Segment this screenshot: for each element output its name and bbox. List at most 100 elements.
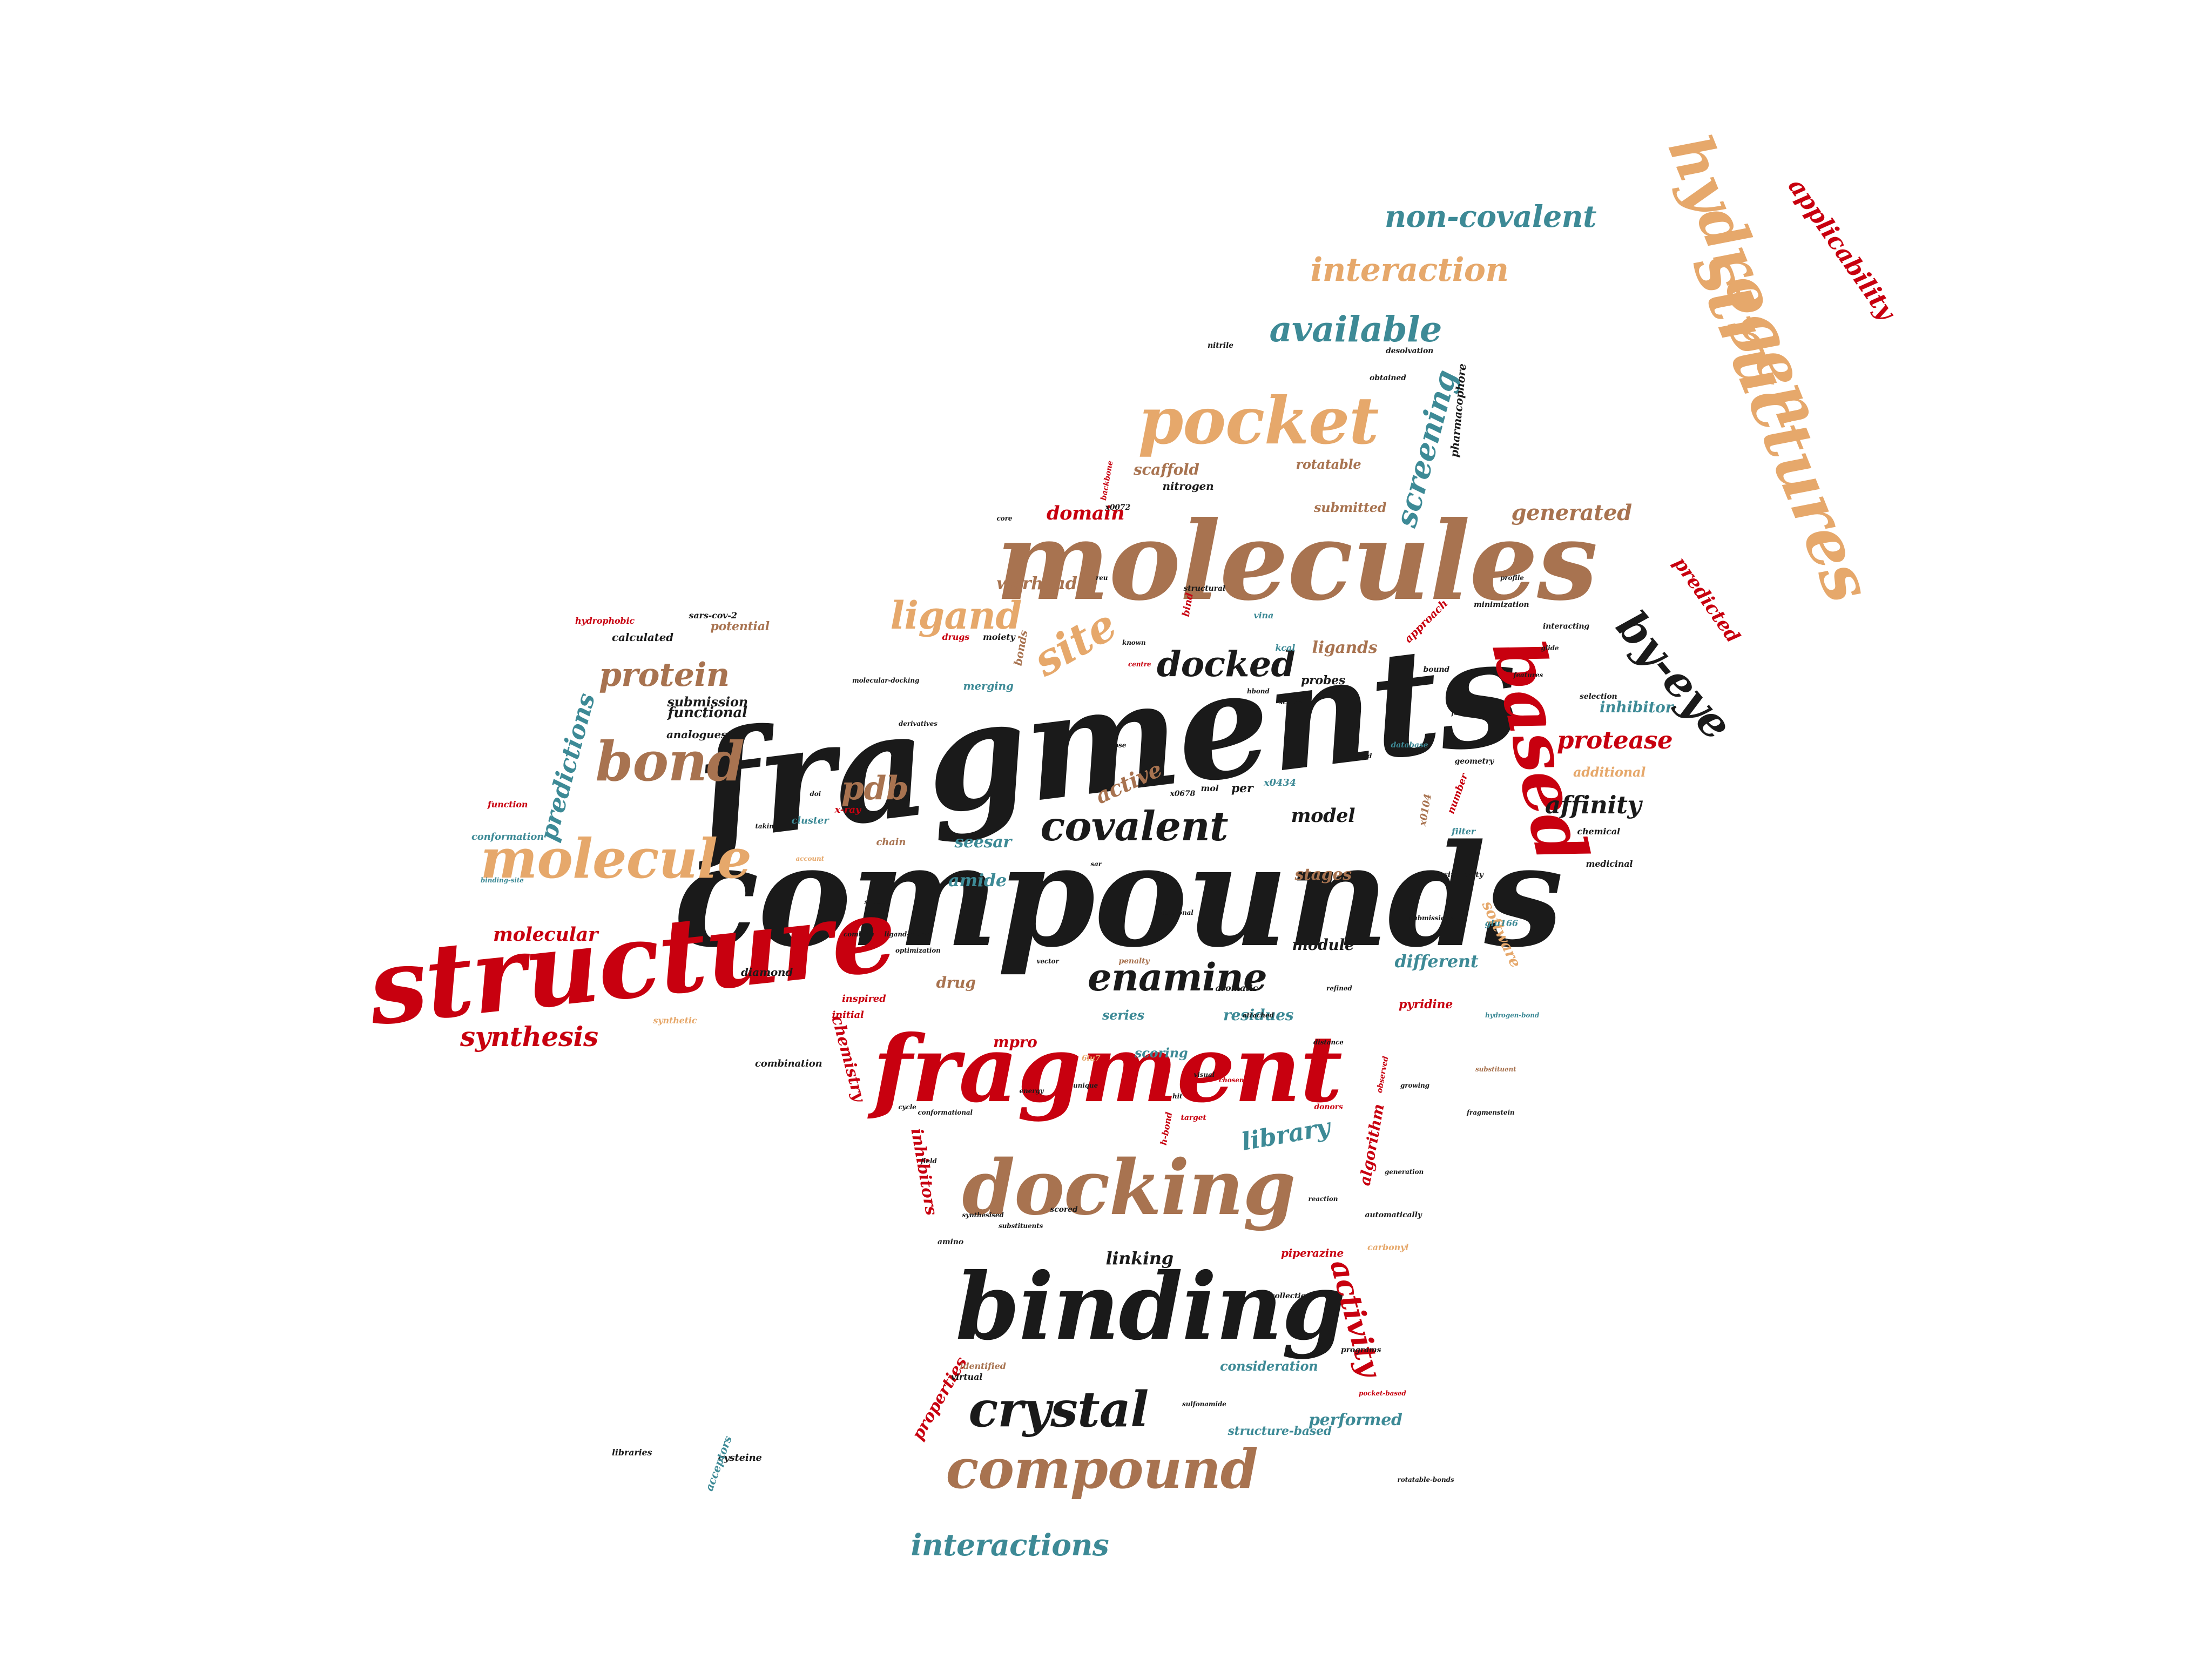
cloud-word-bond: bond	[595, 730, 745, 793]
cloud-word-fragmenstein: fragmenstein	[1467, 1109, 1515, 1116]
cloud-word-chemical: chemical	[1577, 826, 1621, 837]
cloud-word-target: target	[1181, 1114, 1206, 1122]
cloud-word-predictions: predictions	[533, 690, 601, 844]
cloud-word-algorithm: algorithm	[1355, 1102, 1387, 1188]
cloud-word-automatically: automatically	[1365, 1211, 1422, 1219]
cloud-word-identified: identified	[960, 1361, 1006, 1371]
cloud-word-structure: structure	[362, 873, 901, 1049]
cloud-word-field: field	[921, 1157, 937, 1165]
cloud-word-drug: drug	[936, 974, 976, 992]
cloud-word-centre: centre	[1128, 660, 1151, 668]
cloud-word-hit: hit	[1172, 1092, 1183, 1100]
cloud-word-nitrile: nitrile	[1208, 341, 1233, 350]
cloud-word-hydrogen-bond: hydrogen-bond	[1485, 1011, 1540, 1019]
cloud-word-reaction: reaction	[1308, 1195, 1338, 1203]
cloud-word-domain: domain	[1047, 502, 1125, 524]
cloud-word-cysteine: cysteine	[718, 1452, 762, 1464]
cloud-word-combination: combination	[755, 1058, 822, 1069]
cloud-word-structural: structural	[1183, 584, 1226, 593]
cloud-word-functional: functional	[667, 705, 747, 721]
cloud-word-sar: sar	[1090, 860, 1102, 868]
cloud-word-molecules: molecules	[995, 498, 1598, 625]
cloud-word-compound: compound	[946, 1437, 1258, 1501]
cloud-word-known: known	[1122, 639, 1146, 646]
cloud-word-mol: mol	[1201, 783, 1219, 793]
cloud-word-pocket-based: pocket-based	[1359, 1390, 1406, 1397]
cloud-word-synthesis: synthesis	[460, 1021, 598, 1053]
cloud-word-derivatives: derivatives	[899, 720, 938, 727]
cloud-word-attached: attached	[1243, 1011, 1274, 1019]
cloud-word-donors: donors	[1314, 1103, 1343, 1111]
cloud-word-core: core	[996, 515, 1013, 522]
cloud-word-synthesised: synthesised	[962, 1211, 1004, 1219]
cloud-word-enamine: enamine	[1088, 955, 1267, 1000]
cloud-word-visual: visual	[1193, 1071, 1215, 1078]
cloud-word-fast: fast	[1451, 709, 1465, 717]
cloud-word-substituents: substituents	[999, 1222, 1043, 1230]
cloud-word-generation: generation	[1385, 1168, 1424, 1176]
cloud-word-merging: merging	[963, 679, 1014, 692]
cloud-word-module: module	[1292, 936, 1354, 954]
cloud-word-docking: docking	[962, 1144, 1296, 1232]
cloud-word-molecule: molecule	[480, 827, 752, 891]
cloud-word-conformational: conformational	[918, 1109, 973, 1116]
cloud-word-molecular-docking: molecular-docking	[852, 677, 920, 684]
cloud-word-pose: pose	[1110, 741, 1127, 749]
cloud-word-xchem: xchem	[1279, 698, 1303, 706]
cloud-word-scoring: scoring	[1135, 1045, 1188, 1061]
cloud-word-warhead: warhead	[996, 573, 1077, 594]
cloud-word-observed: observed	[1375, 1055, 1390, 1094]
cloud-word-amino: amino	[938, 1238, 964, 1246]
cloud-word-x0072: x0072	[1105, 503, 1131, 512]
cloud-word-x-ray: x-ray	[834, 804, 861, 815]
cloud-word-reu: reu	[1096, 574, 1108, 582]
cloud-word-backbone: backbone	[1099, 460, 1115, 501]
cloud-word-vina: vina	[1253, 610, 1274, 621]
cloud-word-diamond: diamond	[741, 966, 793, 979]
cloud-word-cycle: cycle	[898, 1103, 916, 1111]
cloud-word-filter: filter	[1452, 826, 1476, 837]
cloud-word-molecular: molecular	[493, 923, 598, 946]
cloud-word-predicted: predicted	[1669, 552, 1744, 647]
cloud-word-virtual: virtual	[951, 1372, 983, 1382]
cloud-word-hydrophobic: hydrophobic	[575, 616, 635, 626]
cloud-word-taking: taking	[755, 822, 779, 830]
cloud-word-glide: glide	[1541, 644, 1559, 652]
cloud-word-x0678: x0678	[1170, 790, 1196, 798]
cloud-word-aromatic: aromatic	[1215, 983, 1258, 993]
cloud-word-compounds: compounds	[673, 814, 1564, 979]
cloud-word-different: different	[1394, 951, 1479, 972]
cloud-word-inspired: inspired	[842, 993, 886, 1004]
cloud-word-optimization: optimization	[895, 947, 941, 954]
cloud-word-initial: initial	[832, 1009, 864, 1021]
cloud-word-consideration: consideration	[1220, 1358, 1318, 1374]
cloud-word-applicability: applicability	[1782, 172, 1901, 325]
cloud-word-submissions: submissions	[1409, 914, 1453, 922]
cloud-word-submitted: submitted	[1314, 500, 1387, 515]
cloud-word-covalent: covalent	[1040, 802, 1229, 850]
cloud-word-distance: distance	[1313, 1038, 1344, 1046]
cloud-word-glu166: glu166	[1485, 918, 1519, 928]
cloud-word-chosen: chosen	[1219, 1076, 1244, 1084]
cloud-word-shape: shape	[864, 898, 886, 906]
cloud-word-kcal: kcal	[1275, 643, 1296, 653]
cloud-word-energy: energy	[1019, 1087, 1044, 1095]
cloud-word-pyridine: pyridine	[1399, 997, 1453, 1011]
cloud-word-ligands: ligands	[1312, 638, 1378, 657]
cloud-word-interactions: interactions	[911, 1527, 1109, 1562]
cloud-word-series: series	[1102, 1007, 1144, 1023]
cloud-word-piperazine: piperazine	[1281, 1246, 1344, 1259]
cloud-word-pocket: pocket	[1138, 383, 1379, 459]
cloud-word-account: account	[795, 855, 825, 862]
cloud-word-carbonyl: carbonyl	[1367, 1242, 1409, 1252]
cloud-word-conformation: conformation	[471, 831, 544, 842]
cloud-word-stages: stages	[1294, 865, 1352, 884]
cloud-word-pdb: pdb	[841, 770, 909, 807]
cloud-word-scored: scored	[1050, 1205, 1078, 1214]
cloud-word-acceptors: acceptors	[702, 1434, 734, 1493]
cloud-word-crystal: crystal	[968, 1381, 1149, 1438]
cloud-word-refined: refined	[1326, 984, 1352, 992]
cloud-word-linking: linking	[1105, 1248, 1174, 1269]
cloud-word-interacting: interacting	[1543, 622, 1590, 631]
cloud-word-substituent: substituent	[1475, 1065, 1516, 1073]
